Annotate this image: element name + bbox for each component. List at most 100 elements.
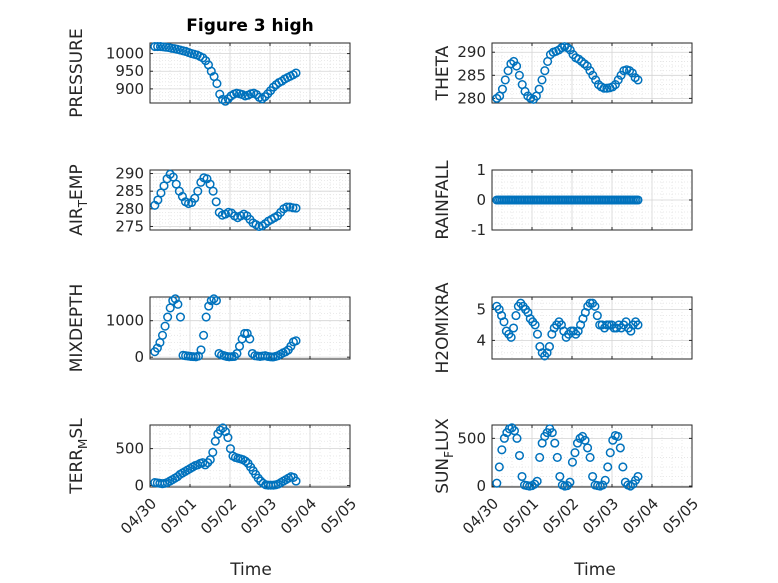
data-point: [492, 478, 502, 488]
data-point: [633, 320, 643, 330]
y-axis-label: AIRTEMP: [67, 164, 90, 235]
data-point: [240, 328, 250, 339]
data-point: [633, 471, 643, 482]
y-axis-label: RAINFALL: [433, 160, 453, 240]
data-point: [220, 96, 230, 106]
data-point: [512, 433, 522, 443]
data-point: [507, 423, 517, 433]
data-point: [585, 66, 595, 76]
data-point: [537, 75, 547, 85]
data-point: [170, 294, 180, 304]
axes-frame: [149, 296, 351, 360]
data-point: [198, 458, 208, 468]
x-tick-label: 05/02: [539, 495, 582, 538]
data-point: [575, 433, 585, 443]
data-point: [511, 311, 521, 321]
data-point: [610, 79, 620, 90]
data-point: [627, 68, 637, 78]
x-tick-label: 05/04: [277, 495, 320, 538]
data-point: [603, 462, 613, 472]
data-point: [509, 323, 519, 333]
data-point: [530, 320, 540, 330]
data-point: [152, 343, 162, 353]
data-point: [241, 456, 251, 466]
data-point: [591, 75, 601, 85]
x-axis-label-right: Time: [573, 560, 616, 580]
data-point: [544, 342, 555, 352]
x-tick-label: 05/01: [157, 495, 200, 538]
y-tick-label: 0: [476, 477, 486, 495]
data-point: [555, 471, 565, 482]
data-point: [580, 435, 590, 445]
data-point: [211, 197, 221, 207]
data-point: [588, 70, 598, 80]
data-point: [540, 66, 550, 76]
panel-4: 0 1000 MIXDEPTH: [67, 284, 351, 372]
data-point: [598, 480, 608, 490]
data-point: [509, 426, 520, 436]
data-point: [570, 448, 580, 458]
data-point: [530, 479, 540, 489]
x-tick-label: 05/02: [197, 495, 240, 538]
y-tick-label: 290: [115, 165, 144, 183]
data-point: [509, 56, 519, 67]
data-point: [157, 330, 168, 340]
data-point: [592, 311, 602, 321]
data-point: [291, 68, 301, 78]
y-tick-label: 5: [476, 300, 486, 318]
data-point: [600, 475, 610, 485]
data-point: [613, 431, 623, 441]
axes-frame: [149, 424, 351, 488]
data-point: [260, 92, 270, 102]
y-tick-label: 285: [457, 66, 486, 84]
y-tick-label: 4: [476, 331, 486, 349]
y-axis-label: PRESSURE: [67, 28, 87, 117]
data-point: [520, 86, 530, 97]
data-point: [499, 317, 509, 327]
x-tick-label: 04/30: [459, 495, 502, 538]
data-point: [552, 452, 562, 462]
figure-title: Figure 3 high: [186, 16, 314, 36]
data-point: [223, 432, 233, 443]
data-point: [565, 477, 575, 487]
data-point: [153, 41, 163, 52]
y-tick-label: 500: [115, 440, 144, 458]
data-point: [605, 448, 615, 458]
data-point: [512, 61, 522, 71]
y-axis-label: SUNFLUX: [433, 418, 456, 494]
data-point: [291, 336, 301, 346]
y-tick-label: 1: [476, 161, 486, 179]
data-point: [251, 89, 262, 100]
data-point: [204, 301, 214, 311]
data-point: [582, 61, 592, 71]
y-tick-label: 0: [476, 191, 486, 209]
data-point: [175, 312, 186, 322]
data-point: [196, 345, 206, 355]
data-point: [160, 321, 170, 331]
y-tick-label: 0: [134, 348, 144, 366]
data-point: [200, 460, 210, 470]
data-point: [201, 312, 211, 322]
y-tick-label: -1: [471, 221, 486, 239]
data-point: [532, 329, 543, 339]
panel-5: 4 5 H2OMIXRA: [433, 282, 693, 374]
data-point: [247, 348, 257, 359]
data-point: [633, 195, 643, 205]
data-point: [199, 330, 209, 340]
data-point: [242, 328, 252, 339]
y-axis-label: THETA: [433, 45, 453, 101]
data-point: [514, 450, 525, 461]
data-point: [535, 452, 545, 462]
data-point: [583, 443, 593, 453]
data-point: [547, 428, 557, 438]
x-tick-label: 05/03: [237, 495, 280, 538]
y-tick-label: 290: [457, 43, 486, 61]
data-point: [198, 53, 208, 63]
data-point: [514, 70, 524, 80]
data-point: [173, 299, 183, 309]
data-point: [565, 45, 575, 55]
data-point: [616, 70, 626, 80]
